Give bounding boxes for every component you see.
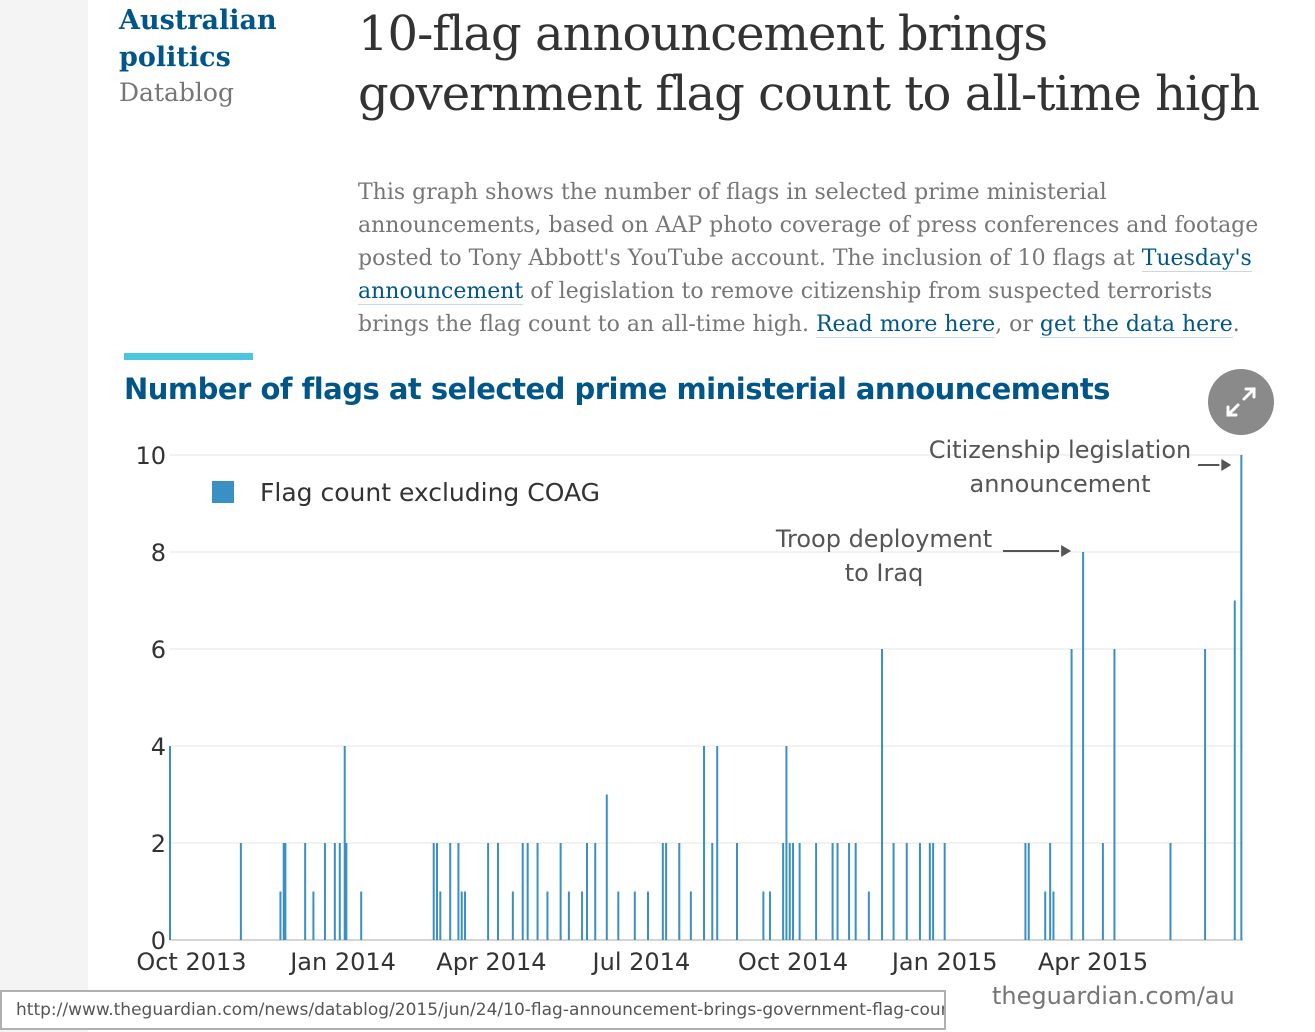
article-headline: 10-flag announcement brings government f… xyxy=(358,6,1260,122)
standfirst-text-3: , or xyxy=(995,312,1040,337)
section-link[interactable]: Australian politics xyxy=(119,5,277,73)
annotation-citizenship-line-1: Citizenship legislation xyxy=(929,436,1192,464)
x-tick-label: Jan 2015 xyxy=(890,948,998,976)
annotation-troop-line-2: to Iraq xyxy=(845,559,924,587)
chart-accent-rule xyxy=(124,353,253,360)
legend-swatch xyxy=(212,481,234,503)
left-gutter xyxy=(0,0,88,1032)
y-tick-label: 2 xyxy=(151,830,166,858)
expand-button[interactable] xyxy=(1208,369,1274,435)
standfirst-text-4: . xyxy=(1232,312,1240,337)
x-tick-label: Oct 2013 xyxy=(136,948,246,976)
y-tick-label: 4 xyxy=(151,733,166,761)
browser-status-bar: http://www.theguardian.com/news/datablog… xyxy=(0,990,946,1030)
series-link[interactable]: Datablog xyxy=(119,78,234,107)
annotation-troop-line-1: Troop deployment xyxy=(775,525,992,553)
read-more-link[interactable]: Read more here xyxy=(815,312,996,338)
x-tick-label: Jan 2014 xyxy=(288,948,396,976)
get-data-link[interactable]: get the data here xyxy=(1039,312,1233,338)
x-tick-label: Apr 2014 xyxy=(436,948,546,976)
annotation-citizenship-line-2: announcement xyxy=(970,470,1151,498)
expand-icon xyxy=(1226,387,1256,417)
standfirst: This graph shows the number of flags in … xyxy=(358,176,1288,341)
annotation-citizenship-arrow-head xyxy=(1221,459,1232,471)
legend-label: Flag count excluding COAG xyxy=(260,478,600,507)
guardian-credit: theguardian.com/au xyxy=(992,982,1235,1010)
annotation-troop-arrow-head xyxy=(1061,545,1072,557)
y-tick-label: 10 xyxy=(135,442,166,470)
standfirst-text-1: This graph shows the number of flags in … xyxy=(358,180,1259,271)
y-tick-label: 8 xyxy=(151,539,166,567)
y-tick-label: 6 xyxy=(151,636,166,664)
y-tick-label: 0 xyxy=(151,927,166,955)
x-tick-label: Jul 2014 xyxy=(591,948,691,976)
chart-title: Number of flags at selected prime minist… xyxy=(124,372,1110,406)
tuesday-announcement-link[interactable]: Tuesday's announcement xyxy=(358,246,1252,305)
x-tick-label: Oct 2014 xyxy=(738,948,848,976)
standfirst-text-2: of legislation to remove citizenship fro… xyxy=(358,279,1213,337)
x-tick-label: Apr 2015 xyxy=(1038,948,1148,976)
